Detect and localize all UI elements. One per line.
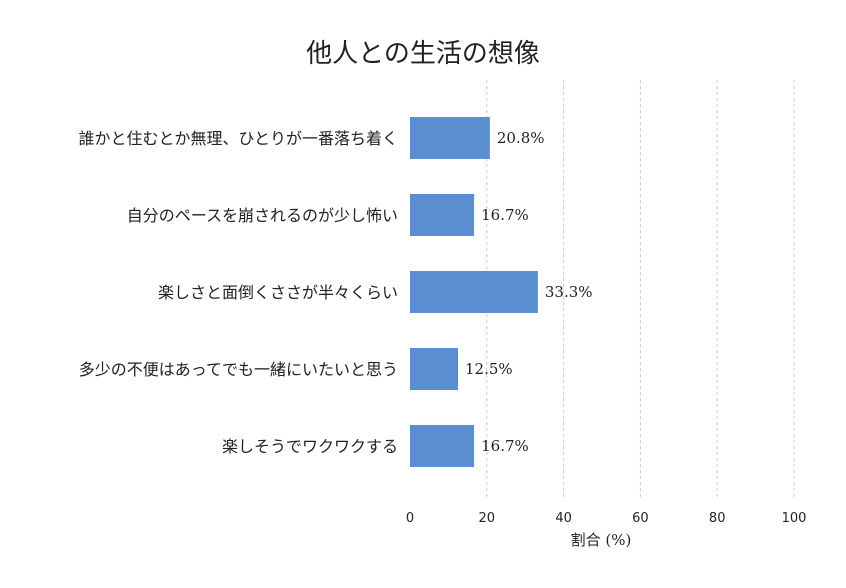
bar (410, 271, 538, 313)
bars: 誰かと住むとか無理、ひとりが一番落ち着く 20.8% 自分のペースを崩されるのが少し… (78, 117, 593, 467)
bar (410, 425, 475, 467)
value-label: 33.3% (545, 283, 593, 301)
category-label: 多少の不便はあってでも一緒にいたいと思う (79, 360, 398, 379)
value-label: 16.7% (481, 437, 529, 455)
value-label: 20.8% (497, 129, 545, 147)
x-tick-label: 20 (479, 511, 496, 526)
bar (410, 117, 490, 159)
value-label: 12.5% (465, 360, 513, 378)
category-label: 楽しそうでワクワクする (222, 437, 398, 456)
category-label: 自分のペースを崩されるのが少し怖い (127, 206, 398, 225)
x-axis-label: 割合 (%) (571, 531, 632, 549)
bar (410, 348, 458, 390)
category-label: 楽しさと面倒くささが半々くらい (158, 283, 398, 302)
x-tick-label: 60 (632, 511, 649, 526)
chart-title: 他人との生活の想像 (306, 39, 540, 69)
x-tick-label: 40 (555, 511, 572, 526)
x-tick-label: 80 (709, 511, 726, 526)
x-axis-ticks: 0 20 40 60 80 100 (406, 511, 807, 526)
x-tick-label: 0 (406, 511, 414, 526)
x-tick-label: 100 (782, 511, 807, 526)
bar (410, 194, 475, 236)
value-label: 16.7% (481, 206, 529, 224)
category-label: 誰かと住むとか無理、ひとりが一番落ち着く (78, 129, 398, 148)
